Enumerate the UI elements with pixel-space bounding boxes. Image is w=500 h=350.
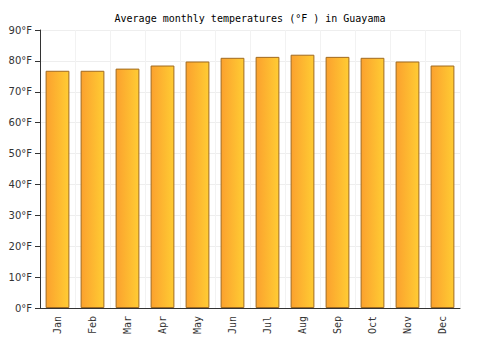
svg-text:30°F: 30°F [9, 210, 33, 221]
svg-text:Jun: Jun [227, 316, 238, 334]
svg-text:40°F: 40°F [9, 179, 33, 190]
svg-text:90°F: 90°F [9, 25, 33, 36]
svg-text:Feb: Feb [87, 316, 98, 334]
svg-text:80°F: 80°F [9, 55, 33, 66]
svg-text:Aug: Aug [297, 316, 308, 334]
svg-text:Apr: Apr [157, 316, 168, 334]
svg-text:May: May [192, 316, 203, 334]
svg-text:60°F: 60°F [9, 117, 33, 128]
svg-text:Jan: Jan [52, 316, 63, 334]
svg-text:10°F: 10°F [9, 272, 33, 283]
svg-text:Oct: Oct [367, 316, 378, 334]
svg-text:Sep: Sep [332, 316, 343, 334]
svg-text:50°F: 50°F [9, 148, 33, 159]
svg-text:0°F: 0°F [15, 303, 32, 314]
svg-text:Jul: Jul [262, 316, 273, 334]
svg-text:20°F: 20°F [9, 241, 33, 252]
svg-text:Average monthly temperatures (: Average monthly temperatures (°F ) in Gu… [115, 13, 386, 24]
svg-text:70°F: 70°F [9, 86, 33, 97]
svg-text:Nov: Nov [402, 316, 413, 334]
svg-text:Dec: Dec [437, 316, 448, 334]
svg-text:Mar: Mar [122, 316, 133, 334]
